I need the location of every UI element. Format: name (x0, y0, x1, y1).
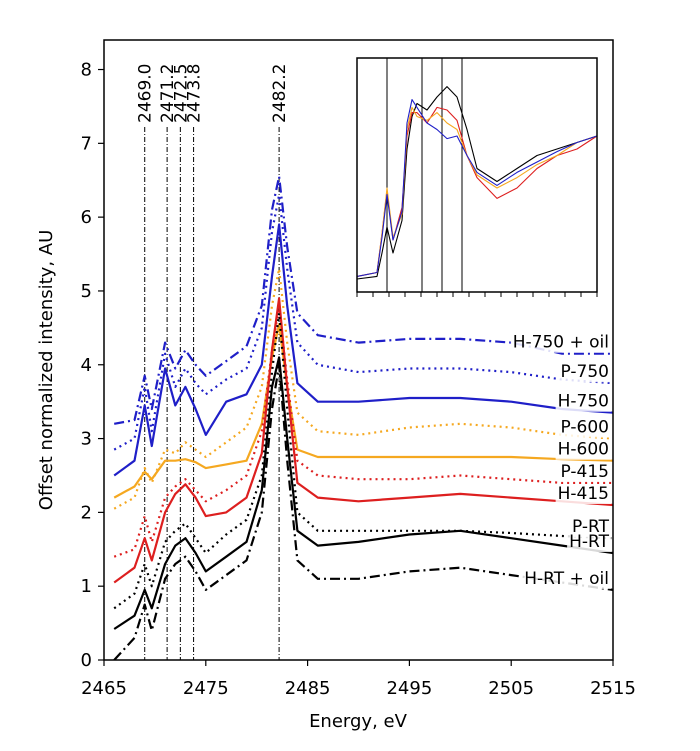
reference-line-label: 2472.5 (171, 64, 191, 123)
series-line (113, 304, 613, 558)
x-tick-label: 2505 (488, 678, 534, 699)
series-label: H-600 (558, 440, 609, 460)
y-tick-label: 4 (81, 355, 92, 376)
series-line (113, 297, 613, 584)
inset-series-line (356, 106, 598, 277)
y-tick-label: 8 (81, 60, 92, 81)
plot-area (113, 127, 613, 660)
y-tick-label: 5 (81, 281, 92, 302)
inset-frame (356, 57, 598, 293)
series-label-bg (522, 568, 611, 589)
reference-line-label: 2482.2 (270, 64, 290, 123)
series-line (113, 363, 613, 660)
x-tick-label: 2515 (590, 678, 636, 699)
series-line (113, 312, 613, 610)
series-label: H-750 (558, 392, 609, 412)
series-label-bg (567, 531, 612, 552)
plot-frame (103, 39, 614, 661)
y-tick-label: 2 (81, 502, 92, 523)
y-axis-label: Offset normalized intensity, AU (36, 230, 57, 511)
x-tick-label: 2475 (183, 678, 229, 699)
series-label-bg (555, 484, 611, 504)
reference-line-label: 2469.0 (136, 64, 156, 123)
inset-series-line (356, 99, 598, 277)
series-label: H-RT (569, 532, 609, 552)
series-label: P-600 (561, 418, 609, 438)
x-tick-label: 2485 (285, 678, 331, 699)
reference-line-label: 2471.2 (158, 64, 178, 123)
x-tick-label: 2495 (386, 678, 432, 699)
series-label: H-415 (558, 484, 609, 504)
series-label: P-415 (561, 462, 609, 482)
y-tick-label: 6 (81, 207, 92, 228)
reference-line-label: 2473.8 (185, 64, 205, 123)
series-label: P-750 (561, 362, 609, 382)
x-axis-label: Energy, eV (309, 711, 408, 732)
inset-series-line (356, 86, 598, 280)
series-line (114, 175, 613, 425)
series-label: H-750 + oil (513, 333, 609, 353)
series-line (113, 223, 613, 477)
series-label-bg (558, 461, 611, 482)
series-line (113, 193, 613, 451)
series-label: H-RT + oil (524, 569, 609, 589)
series-label-bg (558, 362, 611, 383)
x-tick-label: 2465 (81, 678, 127, 699)
series-label-bg (555, 439, 611, 460)
y-tick-label: 3 (81, 429, 92, 450)
y-tick-label: 7 (81, 133, 92, 154)
y-tick-label: 0 (81, 650, 92, 671)
series-label-bg (558, 417, 611, 438)
inset-plot (356, 57, 598, 297)
series-label-bg (555, 391, 611, 412)
y-tick-label: 1 (81, 576, 92, 597)
series-label-bg (510, 332, 611, 353)
series-line (113, 356, 613, 630)
series-line (113, 267, 613, 510)
